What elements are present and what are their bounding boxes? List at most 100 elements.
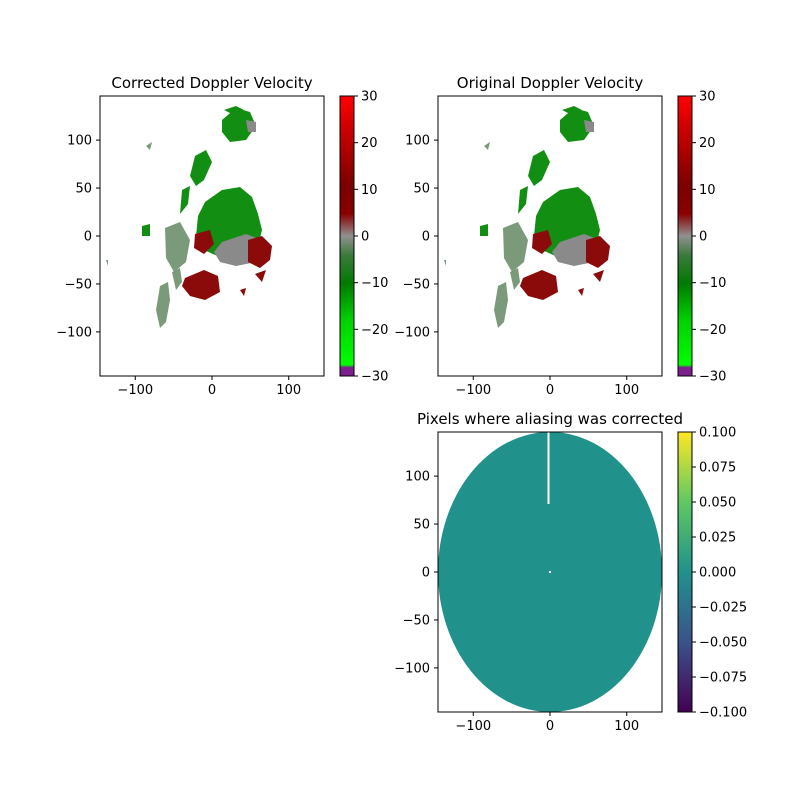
- colorbar-tick-label: 0: [361, 230, 369, 245]
- echo-north-gray: [246, 120, 256, 132]
- colorbar: −30 −20 −10 0 10 20 30: [677, 90, 726, 385]
- echo-small-red: [593, 270, 604, 282]
- colorbar-tick-label: −0.025: [699, 601, 747, 616]
- y-axis-ticks: −100 −50 0 50 100: [56, 134, 100, 340]
- echo-north-cap: [224, 106, 244, 114]
- colorbar-tick-label: 0: [699, 230, 707, 245]
- radar-echoes: [106, 106, 272, 328]
- x-tick-label: −100: [117, 383, 153, 398]
- panel-title: Original Doppler Velocity: [457, 74, 644, 92]
- colorbar-tick-label: −30: [699, 370, 726, 385]
- y-tick-label: −100: [394, 661, 430, 676]
- x-tick-label: 0: [546, 383, 554, 398]
- echo-sw-gray: [165, 222, 190, 272]
- echo-west-small: [142, 224, 150, 236]
- echo-small-red: [578, 288, 584, 296]
- echo-sw-streak: [156, 282, 170, 328]
- x-tick-label: 0: [546, 719, 554, 734]
- radar-echoes: [444, 106, 610, 328]
- echo-speck: [106, 260, 108, 266]
- colorbar-tick-label: 10: [361, 183, 378, 198]
- echo-sw-streak: [494, 282, 508, 328]
- colorbar-tick-label: 0.000: [699, 566, 736, 581]
- y-axis-ticks: −100 −50 0 50 100: [394, 134, 438, 340]
- colorbar-tick-label: 0.100: [699, 426, 736, 441]
- y-tick-label: 50: [413, 518, 430, 533]
- y-tick-label: −50: [403, 613, 430, 628]
- panel-corrected-velocity: Corrected Doppler Velocity: [56, 74, 388, 398]
- y-axis-ticks: −100 −50 0 50 100: [394, 470, 438, 676]
- echo-nw-streak: [180, 186, 190, 214]
- panel-title: Pixels where aliasing was corrected: [417, 410, 683, 428]
- echo-nw-streak: [518, 186, 528, 214]
- colorbar-tick-label: 30: [361, 90, 378, 105]
- echo-speck: [146, 142, 152, 150]
- echo-sw-gray: [503, 222, 528, 272]
- panel-original-velocity: Original Doppler Velocity −100 0 100 −100−…: [394, 74, 726, 398]
- echo-north-cell: [560, 108, 594, 142]
- y-tick-label: 0: [84, 230, 92, 245]
- colorbar-tick-label: 30: [699, 90, 716, 105]
- x-axis-ticks: −100 0 100: [117, 376, 301, 398]
- colorbar-gradient: [677, 95, 693, 377]
- colorbar-tick-label: −20: [361, 323, 388, 338]
- colorbar-gradient: [339, 95, 355, 377]
- echo-speck: [484, 142, 490, 150]
- y-tick-label: −100: [56, 325, 92, 340]
- y-tick-label: −50: [403, 277, 430, 292]
- colorbar-tick-label: −0.050: [699, 636, 747, 651]
- echo-speck: [444, 260, 446, 266]
- y-tick-label: −50: [65, 277, 92, 292]
- colorbar-ticks: −30 −20 −10 0 10 20 30: [354, 90, 388, 385]
- colorbar-tick-label: −0.075: [699, 671, 747, 686]
- y-tick-label: −100: [394, 325, 430, 340]
- colorbar-tick-label: 0.075: [699, 461, 736, 476]
- colorbar-tick-label: 0.050: [699, 496, 736, 511]
- echo-red-patch: [194, 230, 214, 254]
- x-tick-label: −100: [455, 383, 491, 398]
- x-axis-ticks: −100 0 100: [455, 712, 639, 734]
- echo-outbound-core: [248, 236, 272, 268]
- x-tick-label: 100: [614, 719, 639, 734]
- echo-west-small: [480, 224, 488, 236]
- echo-sw-gray-small: [172, 268, 182, 290]
- colorbar: −30 −20 −10 0 10 20 30: [339, 90, 388, 385]
- echo-sw-gray-small: [510, 268, 520, 290]
- colorbar-tick-label: −10: [699, 276, 726, 291]
- colorbar-tick-label: 20: [699, 136, 716, 151]
- colorbar-tick-label: −10: [361, 276, 388, 291]
- colorbar-tick-label: −30: [361, 370, 388, 385]
- echo-outbound-core: [586, 236, 610, 268]
- colorbar-gradient: [677, 431, 693, 713]
- echo-nw-streak: [190, 150, 212, 186]
- x-tick-label: 0: [208, 383, 216, 398]
- echo-south-red-cell: [520, 270, 558, 300]
- panel-aliasing-corrected: Pixels where aliasing was corrected −100…: [394, 410, 747, 734]
- x-tick-label: −100: [455, 719, 491, 734]
- x-tick-label: 100: [276, 383, 301, 398]
- y-tick-label: 0: [422, 230, 430, 245]
- y-tick-label: 50: [75, 182, 92, 197]
- y-tick-label: 100: [405, 470, 430, 485]
- echo-north-cell: [222, 108, 256, 142]
- panel-title: Corrected Doppler Velocity: [111, 74, 312, 92]
- echo-south-red-cell: [182, 270, 220, 300]
- x-tick-label: 100: [614, 383, 639, 398]
- colorbar-ticks: −30 −20 −10 0 10 20 30: [692, 90, 726, 385]
- echo-small-red: [240, 288, 246, 296]
- colorbar-tick-label: −0.100: [699, 706, 747, 721]
- x-axis-ticks: −100 0 100: [455, 376, 639, 398]
- colorbar-tick-label: 0.025: [699, 531, 736, 546]
- colorbar-tick-label: 10: [699, 183, 716, 198]
- colorbar-ticks: −0.100 −0.075 −0.050 −0.025 0.000 0.025 0.050 0…: [692, 426, 747, 721]
- y-tick-label: 0: [422, 566, 430, 581]
- colorbar-tick-label: 20: [361, 136, 378, 151]
- echo-red-patch: [532, 230, 552, 254]
- colorbar: −0.100 −0.075 −0.050 −0.025 0.000 0.025 0.050 0…: [677, 426, 747, 721]
- echo-small-red: [255, 270, 266, 282]
- y-tick-label: 100: [405, 134, 430, 149]
- echo-north-gray: [584, 120, 594, 132]
- y-tick-label: 50: [413, 182, 430, 197]
- radar-center-gap: [549, 571, 551, 573]
